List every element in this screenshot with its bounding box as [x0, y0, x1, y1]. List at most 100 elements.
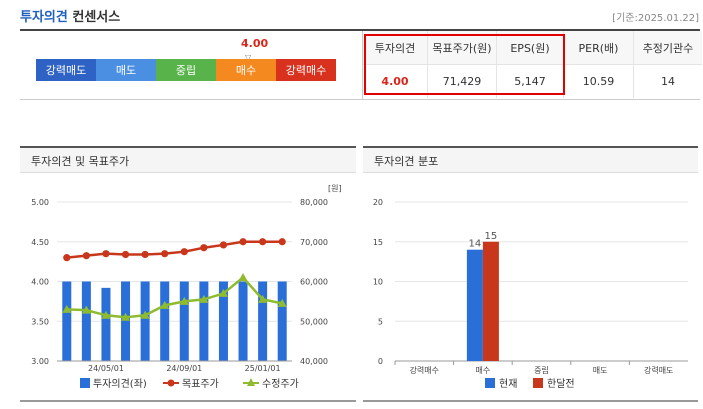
chart1-bottom-border — [20, 400, 356, 402]
chart1-point-price — [238, 273, 248, 282]
chart1-point-price — [140, 310, 150, 319]
chart1-bar — [81, 281, 91, 361]
chart1-point-price — [62, 304, 72, 313]
value-target-price: 71,429 — [427, 64, 497, 98]
scale-strong-sell: 강력매도 — [36, 59, 96, 81]
chart1-legend-bar-label: 투자의견(좌) — [93, 378, 147, 390]
current-opinion-value: 4.00 — [241, 37, 269, 50]
chart2-x-label: 매도 — [593, 366, 608, 375]
consensus-summary-table: 투자의견 목표주가(원) EPS(원) PER(배) 추정기관수 4.00 71… — [363, 31, 702, 98]
chart1-right-unit: [원] — [328, 184, 342, 193]
chart1-legend-target-label: 목표주가 — [182, 378, 219, 390]
chart1-point-target — [278, 238, 286, 246]
chart1-bar — [140, 281, 150, 361]
summary-separator — [362, 31, 363, 99]
opinion-distribution-panel: 투자의견 분포 20 15 10 5 0 강력매수 매수 14 15 중립 매도 강력매도 현재 한달전 — [363, 146, 698, 402]
chart1-line-2 — [66, 275, 283, 319]
summary-header-row: 투자의견 목표주가(원) EPS(원) PER(배) 추정기관수 — [363, 31, 702, 65]
chart1-legend-price-label: 수정주가 — [262, 378, 299, 390]
value-per: 10.59 — [563, 64, 634, 98]
chart1-bar — [179, 281, 189, 361]
chart2-legend-current-swatch — [485, 378, 495, 388]
chart1-bar — [258, 281, 268, 361]
chart1-right-tick: 70,000 — [300, 238, 328, 247]
chart2-x-label: 강력매수 — [410, 365, 439, 375]
chart1-x-tick: 25/01/01 — [245, 364, 281, 373]
chart1-left-tick: 3.50 — [31, 317, 49, 326]
chart1-right-tick: 50,000 — [300, 317, 328, 326]
chart1-bar — [101, 287, 111, 361]
value-eps: 5,147 — [496, 64, 564, 98]
chart1-bar — [218, 281, 228, 361]
chart2-y-tick: 20 — [373, 198, 383, 207]
chart1-point-price — [258, 294, 268, 303]
chart1-point-target — [102, 250, 110, 258]
chart1-point-target — [219, 241, 228, 249]
chart1-left-tick: 4.00 — [31, 278, 49, 287]
chart1-left-tick: 3.00 — [31, 357, 49, 366]
value-estimators: 14 — [633, 64, 702, 98]
chart2-y-tick: 10 — [373, 278, 383, 287]
chart1-point-price — [179, 296, 189, 305]
chart1-title: 투자의견 및 목표주가 — [20, 146, 356, 173]
header-divider — [20, 29, 700, 31]
chart1-point-price — [101, 310, 111, 319]
chart2-data-label: 14 — [469, 239, 482, 250]
chart2-x-label: 매수 — [476, 366, 491, 375]
chart2-x-label: 중립 — [534, 366, 549, 375]
chart1-point-target — [63, 254, 71, 262]
chart2-data-label: 15 — [485, 231, 498, 242]
chart2-y-tick: 0 — [378, 357, 383, 366]
chart2-title: 투자의견 분포 — [363, 146, 698, 173]
chart2-x-label: 강력매도 — [644, 365, 673, 375]
chart1-point-price — [160, 300, 170, 309]
chart1-right-tick: 40,000 — [300, 357, 328, 366]
chart1-point-target — [141, 250, 149, 259]
chart2-bottom-border — [363, 400, 698, 402]
current-marker-icon: ▽ — [245, 53, 252, 62]
highlight-box — [364, 34, 565, 95]
scale-buy: 매수 — [216, 59, 276, 81]
chart1-legend-price-marker — [247, 378, 255, 386]
summary-divider — [20, 99, 700, 100]
chart1-point-price — [121, 312, 131, 321]
section-title: 투자의견 컨센서스 — [20, 6, 120, 25]
chart1-bar — [238, 281, 248, 361]
chart1-point-target — [180, 248, 188, 256]
chart1-point-target — [239, 238, 247, 246]
scale-sell: 매도 — [96, 59, 156, 81]
chart1-point-target — [121, 250, 130, 259]
chart1-bar — [199, 281, 209, 361]
header-per: PER(배) — [563, 31, 634, 65]
header-estimators: 추정기관수 — [633, 31, 702, 65]
chart2-legend-current-label: 현재 — [499, 378, 517, 390]
chart1-point-price — [218, 288, 228, 297]
chart1-point-price — [277, 298, 287, 307]
chart1-right-tick: 80,000 — [300, 198, 328, 207]
chart1-bar — [160, 281, 170, 361]
chart1-bar — [277, 281, 287, 361]
chart1-point-target — [200, 244, 208, 252]
chart2-bar — [466, 249, 483, 361]
chart1-line-1 — [66, 240, 283, 259]
chart1-svg: 5.00 4.50 4.00 3.50 3.00 80,000 70,000 60,000 50… — [31, 184, 342, 390]
chart1-point-target — [161, 250, 169, 258]
chart1-left-tick: 5.00 — [31, 198, 49, 207]
chart2-y-tick: 5 — [378, 317, 383, 326]
title-blue: 투자의견 — [20, 10, 68, 25]
chart1-legend-bar-swatch — [80, 378, 90, 388]
chart1-left-tick: 4.50 — [31, 238, 49, 247]
chart2-legend-prev-label: 한달전 — [547, 378, 575, 390]
chart1-right-tick: 60,000 — [300, 278, 328, 287]
chart2-y-tick: 15 — [373, 238, 383, 247]
scale-neutral: 중립 — [156, 59, 216, 81]
chart1-bar — [62, 281, 72, 361]
summary-value-row: 4.00 71,429 5,147 10.59 14 — [363, 64, 702, 98]
value-opinion: 4.00 — [381, 75, 409, 88]
reference-date: [기준:2025.01.22] — [612, 13, 699, 24]
scale-strong-buy: 강력매수 — [276, 59, 336, 81]
opinion-scale: 강력매도 매도 중립 매수 강력매수 — [36, 59, 336, 81]
chart1-point-target — [82, 252, 90, 260]
chart1-point-price — [81, 305, 91, 314]
